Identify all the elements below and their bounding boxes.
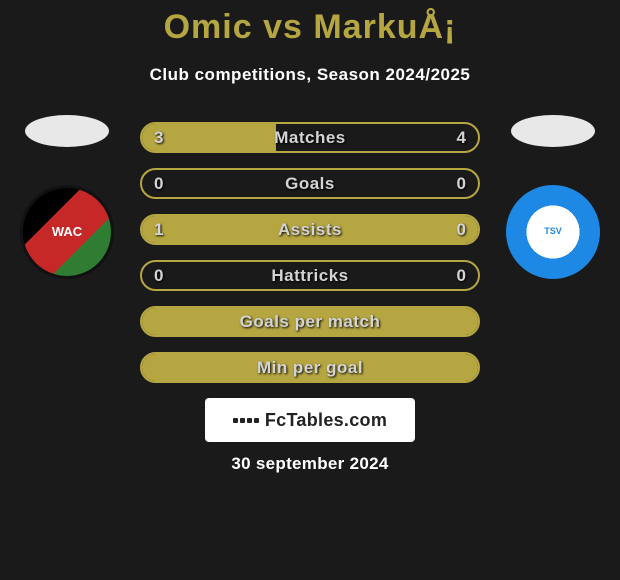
stat-value-left: 3 xyxy=(154,128,163,148)
stat-row: 0 0 Goals xyxy=(140,168,480,199)
player-photo-right xyxy=(511,115,595,147)
stat-row: Goals per match xyxy=(140,306,480,337)
stats-container: 3 4 Matches 0 0 Goals 1 0 Assists 0 0 Hattricks Goal… xyxy=(140,122,480,383)
right-column: TSV xyxy=(506,115,600,279)
footer-date: 30 september 2024 xyxy=(0,454,620,474)
stat-value-right: 0 xyxy=(457,266,466,286)
stat-value-right: 4 xyxy=(457,128,466,148)
club-logo-left: WAC xyxy=(20,185,114,279)
stat-row: 1 0 Assists xyxy=(140,214,480,245)
brand-badge: FcTables.com xyxy=(205,398,415,442)
club-logo-right: TSV xyxy=(506,185,600,279)
stat-value-left: 0 xyxy=(154,174,163,194)
stat-label: Matches xyxy=(274,128,346,148)
stat-row: 3 4 Matches xyxy=(140,122,480,153)
player-photo-left xyxy=(25,115,109,147)
page-subtitle: Club competitions, Season 2024/2025 xyxy=(0,65,620,85)
left-column: WAC xyxy=(20,115,114,279)
brand-text: FcTables.com xyxy=(265,410,387,431)
stat-value-left: 0 xyxy=(154,266,163,286)
stat-label: Min per goal xyxy=(257,358,363,378)
stat-value-right: 0 xyxy=(457,174,466,194)
stat-label: Hattricks xyxy=(271,266,348,286)
stat-value-right: 0 xyxy=(457,220,466,240)
brand-icon xyxy=(233,418,259,423)
stat-value-left: 1 xyxy=(154,220,163,240)
stat-label: Goals per match xyxy=(240,312,381,332)
stat-row: 0 0 Hattricks xyxy=(140,260,480,291)
stat-label: Assists xyxy=(278,220,342,240)
stat-label: Goals xyxy=(285,174,335,194)
stat-row: Min per goal xyxy=(140,352,480,383)
page-title: Omic vs MarkuÅ¡ xyxy=(0,0,620,47)
